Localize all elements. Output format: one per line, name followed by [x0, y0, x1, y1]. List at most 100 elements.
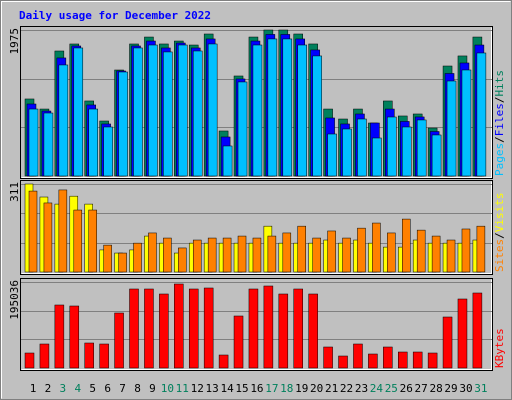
x-tick-label: 25 — [385, 382, 398, 395]
bar — [237, 81, 248, 177]
bar — [192, 50, 203, 177]
x-tick-label: 18 — [280, 382, 293, 395]
bar — [148, 44, 158, 177]
x-tick-label: 13 — [206, 382, 219, 395]
legend-entry: Visits — [493, 193, 506, 233]
bar — [263, 285, 274, 369]
legend-entry: KBytes — [493, 328, 506, 368]
bar — [114, 312, 124, 369]
bar — [368, 353, 378, 369]
x-tick-label: 2 — [45, 382, 52, 395]
legend-entry: Files — [493, 103, 506, 136]
bar — [372, 137, 382, 177]
panel-bevel — [21, 279, 492, 370]
bar — [222, 237, 232, 273]
bar — [431, 235, 441, 273]
x-tick-label: 12 — [191, 382, 204, 395]
x-tick-label: 17 — [265, 382, 278, 395]
panel-bevel — [21, 181, 492, 274]
y-tick-label: 1975 — [8, 28, 21, 55]
bar — [248, 288, 259, 369]
bar — [357, 227, 366, 273]
bar — [278, 293, 289, 369]
bar — [218, 354, 229, 369]
legend: Sites/Visits — [493, 193, 506, 273]
bar — [43, 202, 53, 273]
bar — [144, 288, 154, 369]
bar — [148, 232, 157, 273]
bar — [427, 352, 438, 369]
x-tick-label: 30 — [459, 382, 472, 395]
bar — [442, 316, 453, 369]
bar — [416, 229, 426, 273]
x-tick-label: 26 — [400, 382, 413, 395]
bar — [446, 239, 456, 273]
bar — [163, 51, 173, 177]
legend-entry: Sites — [493, 239, 506, 272]
bar — [69, 305, 80, 369]
bar — [54, 304, 65, 369]
x-tick-label: 3 — [60, 382, 67, 395]
x-tick-label: 11 — [176, 382, 189, 395]
legend-entry: Pages — [493, 143, 506, 176]
bar — [282, 232, 292, 273]
x-tick-label: 20 — [310, 382, 323, 395]
bar — [342, 237, 351, 273]
x-tick-label: 16 — [250, 382, 263, 395]
bar — [118, 71, 128, 177]
bar — [297, 44, 307, 177]
bar — [43, 112, 54, 177]
bar — [446, 80, 457, 177]
bar — [174, 283, 184, 369]
bar — [88, 209, 97, 273]
legend-separator: / — [493, 232, 506, 239]
bar — [178, 44, 188, 177]
panel-bevel — [21, 27, 492, 178]
x-tick-label: 4 — [74, 382, 81, 395]
legend-separator: / — [493, 97, 506, 104]
y-tick-label: 311 — [8, 182, 21, 202]
bar — [383, 346, 393, 369]
bar — [188, 288, 199, 369]
x-tick-label: 15 — [235, 382, 248, 395]
bar — [476, 225, 486, 273]
bar — [58, 189, 68, 273]
bar — [431, 134, 442, 177]
bar — [118, 252, 127, 273]
x-tick-label: 22 — [340, 382, 353, 395]
x-tick-label: 19 — [295, 382, 308, 395]
bar — [84, 342, 94, 369]
bar — [88, 108, 98, 177]
bar — [461, 69, 472, 177]
x-tick-label: 21 — [325, 382, 338, 395]
bar — [252, 237, 262, 273]
bar — [338, 355, 348, 369]
bar — [387, 232, 396, 273]
x-tick-label: 29 — [444, 382, 457, 395]
x-tick-label: 6 — [104, 382, 111, 395]
bar — [73, 209, 83, 273]
bar — [327, 230, 336, 273]
chart-title: Daily usage for December 2022 — [19, 9, 211, 22]
bar — [476, 52, 487, 177]
x-tick-label: 23 — [355, 382, 368, 395]
bar — [372, 222, 381, 273]
bar — [398, 351, 408, 369]
legend: Pages/Files/Hits — [493, 70, 506, 176]
bar — [416, 119, 427, 177]
bar — [327, 133, 337, 177]
legend-separator: / — [493, 136, 506, 143]
bar — [163, 237, 172, 273]
bar — [73, 47, 84, 177]
bar — [133, 242, 142, 273]
bar — [159, 293, 169, 369]
bar — [28, 108, 39, 177]
bar — [402, 218, 411, 273]
bar — [312, 55, 322, 177]
bar — [312, 237, 321, 273]
bar — [267, 235, 277, 273]
bar — [308, 293, 318, 369]
bar — [252, 44, 263, 177]
bar — [129, 288, 139, 369]
